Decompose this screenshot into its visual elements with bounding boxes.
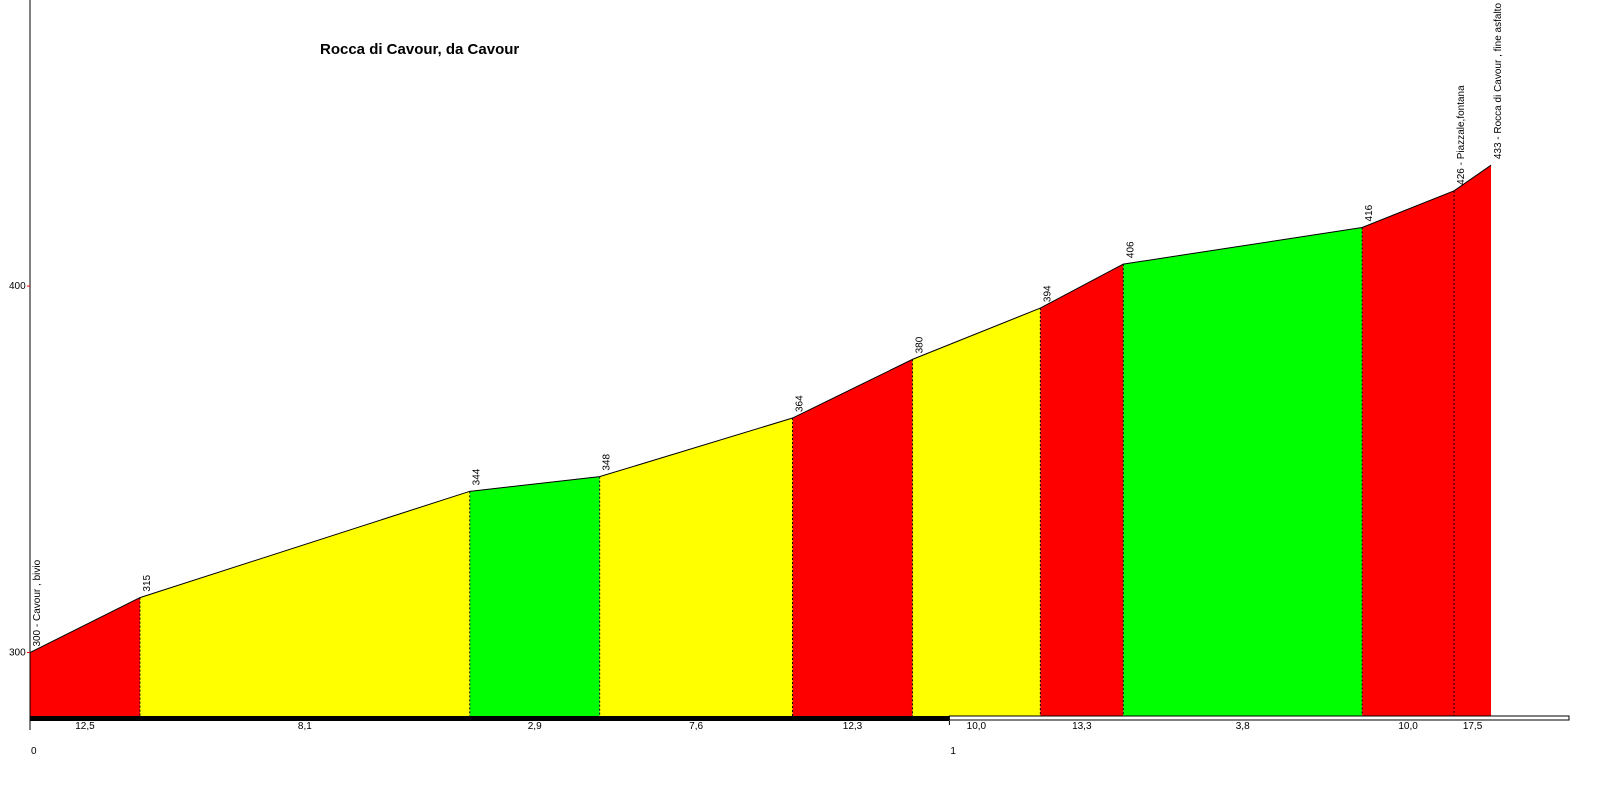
x-tick-label: 1 xyxy=(950,746,956,757)
segment-grade-label: 10,0 xyxy=(1398,721,1418,732)
segment-grade-label: 7,6 xyxy=(689,721,703,732)
km-band xyxy=(30,716,950,721)
axes xyxy=(27,0,1570,730)
x-tick-label: 0 xyxy=(31,746,37,757)
point-elevation-label: 300 - Cavour , bivio xyxy=(32,559,43,646)
segment-fill xyxy=(1040,264,1124,716)
segment-dividers xyxy=(139,190,1455,716)
segment-grade-label: 10,0 xyxy=(967,721,987,732)
point-elevation-label: 380 xyxy=(914,336,925,353)
segment-grade-label: 8,1 xyxy=(298,721,312,732)
point-elevation-label: 315 xyxy=(142,574,153,591)
segment-fill xyxy=(912,308,1041,716)
point-elevation-label: 433 - Rocca di Cavour , fine asfalto xyxy=(1493,3,1504,160)
point-elevation-label: 416 xyxy=(1364,204,1375,221)
segment-fill xyxy=(1123,227,1363,716)
segment-fill xyxy=(139,491,470,716)
labels: 300 400 0 1 12,5 8,1 2,9 7,6 12,3 10,0 13,3 3,8 10,0… xyxy=(9,3,1504,757)
segment-fill xyxy=(469,476,600,716)
segment-grade-label: 13,3 xyxy=(1072,721,1092,732)
segment-fill xyxy=(30,597,140,716)
gradient-segments xyxy=(30,165,1492,716)
point-elevation-label: 426 - Piazzale,fontana xyxy=(1456,85,1467,185)
segment-grade-label: 3,8 xyxy=(1236,721,1250,732)
segment-fill xyxy=(1454,165,1492,716)
segment-grade-label: 12,3 xyxy=(843,721,863,732)
segment-fill xyxy=(599,418,793,716)
y-tick-label: 300 xyxy=(9,648,26,659)
point-elevation-label: 348 xyxy=(602,454,613,471)
segment-fill xyxy=(1362,190,1455,716)
point-elevation-label: 364 xyxy=(795,395,806,412)
y-tick-label: 400 xyxy=(9,281,26,292)
km-band xyxy=(948,715,1570,721)
point-elevation-label: 406 xyxy=(1125,241,1136,258)
point-elevation-label: 394 xyxy=(1042,285,1053,302)
point-elevation-label: 344 xyxy=(472,468,483,485)
segment-grade-label: 2,9 xyxy=(528,721,542,732)
segment-grade-label: 17,5 xyxy=(1463,721,1483,732)
segment-grade-label: 12,5 xyxy=(75,721,95,732)
chart-title: Rocca di Cavour, da Cavour xyxy=(320,41,519,58)
segment-fill xyxy=(792,359,913,716)
